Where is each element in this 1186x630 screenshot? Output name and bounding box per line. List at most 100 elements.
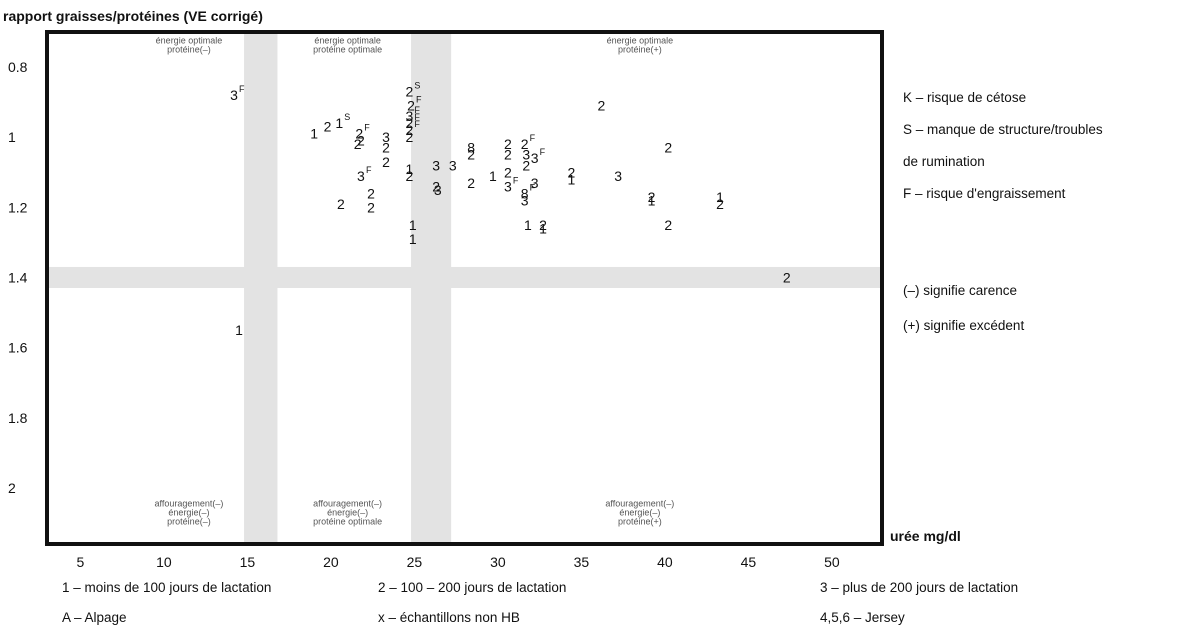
data-point-47: 1 xyxy=(567,171,575,187)
legend-right-carence: (–) signifie carence xyxy=(903,283,1017,298)
data-point-49: 3 xyxy=(614,168,622,184)
data-point-27: 3 xyxy=(449,157,457,173)
data-point-39: 8 xyxy=(521,185,529,201)
data-point-flag-18: F xyxy=(414,119,420,129)
data-point-9: 2 xyxy=(367,185,375,201)
x-tick-label-9: 50 xyxy=(824,554,840,570)
data-point-flag-0: F xyxy=(239,84,245,94)
data-point-29: 2 xyxy=(467,147,475,163)
y-tick-label-5: 1.8 xyxy=(8,410,28,426)
data-point-22: 1 xyxy=(409,217,417,233)
region-label-1-0: énergie optimale xyxy=(314,36,381,46)
region-label-0-0: énergie optimale xyxy=(156,36,223,46)
data-point-50: 2 xyxy=(648,189,656,205)
legend-right-s-cont: de rumination xyxy=(903,154,985,169)
x-tick-label-2: 15 xyxy=(240,554,256,570)
data-point-42: 3 xyxy=(531,175,539,191)
data-point-3: 1 xyxy=(335,115,343,131)
region-label-1-1: protéine optimale xyxy=(313,45,382,55)
data-point-0: 3 xyxy=(230,87,238,103)
region-label-5-0: affouragement(–) xyxy=(605,498,674,508)
data-point-54: 1 xyxy=(716,189,724,205)
data-point-1: 1 xyxy=(310,126,318,142)
legend-right-excedent: (+) signifie excédent xyxy=(903,318,1024,333)
data-point-12: 2 xyxy=(382,140,390,156)
legend-right-k: K – risque de cétose xyxy=(903,90,1026,105)
x-tick-label-6: 35 xyxy=(574,554,590,570)
legend-bottom-alpage: A – Alpage xyxy=(62,610,127,625)
data-point-57: 1 xyxy=(235,322,243,338)
data-point-7: 3 xyxy=(357,168,365,184)
data-point-24: 3 xyxy=(432,157,440,173)
data-point-flag-15: F xyxy=(416,95,422,105)
x-tick-label-7: 40 xyxy=(657,554,673,570)
y-axis-ticks: 0.8 1 1.2 1.4 1.6 1.8 2 xyxy=(8,59,28,496)
data-point-21: 2 xyxy=(405,168,413,184)
legend-bottom-1: 1 – moins de 100 jours de lactation xyxy=(62,580,271,595)
region-label-5-2: protéine(+) xyxy=(618,516,662,526)
y-tick-label-6: 2 xyxy=(8,480,16,496)
x-axis-label: urée mg/dl xyxy=(890,528,961,544)
legend-bottom-non-hb: x – échantillons non HB xyxy=(378,610,520,625)
data-point-55: 2 xyxy=(716,196,724,212)
data-point-51: 1 xyxy=(648,192,656,208)
data-point-26: 3 xyxy=(434,182,442,198)
region-label-4-1: énergie(–) xyxy=(327,507,368,517)
y-axis-label: rapport graisses/protéines (VE corrigé) xyxy=(3,8,263,24)
region-label-4-2: protéine optimale xyxy=(313,516,382,526)
data-point-38: 2 xyxy=(522,157,530,173)
y-tick-label-3: 1.4 xyxy=(8,269,28,285)
data-point-48: 2 xyxy=(598,98,606,114)
x-tick-label-3: 20 xyxy=(323,554,339,570)
data-point-23: 1 xyxy=(409,231,417,247)
data-point-44: 2 xyxy=(539,217,547,233)
y-tick-label-1: 1 xyxy=(8,129,16,145)
legend-bottom-2: 2 – 100 – 200 jours de lactation xyxy=(378,580,566,595)
legend-right-f: F – risque d'engraissement xyxy=(903,186,1066,201)
data-point-41: 3 xyxy=(531,150,539,166)
legend-bottom-jersey: 4,5,6 – Jersey xyxy=(820,610,905,625)
data-point-18: 2 xyxy=(405,122,413,138)
data-point-flag-4: F xyxy=(364,123,370,133)
x-tick-label-0: 5 xyxy=(77,554,85,570)
y-tick-label-0: 0.8 xyxy=(8,59,28,75)
data-point-6: 2 xyxy=(357,133,365,149)
data-point-20: 1 xyxy=(405,161,413,177)
region-label-3-1: énergie(–) xyxy=(168,507,209,517)
data-point-17: 2 xyxy=(405,115,413,131)
region-label-5-1: énergie(–) xyxy=(619,507,660,517)
y-tick-label-4: 1.6 xyxy=(8,340,28,356)
data-point-30: 2 xyxy=(467,175,475,191)
data-point-33: 2 xyxy=(504,147,512,163)
data-point-37: 3 xyxy=(522,147,530,163)
data-point-40: 3 xyxy=(521,192,529,208)
data-point-25: 2 xyxy=(432,178,440,194)
data-point-43: 1 xyxy=(524,217,532,233)
data-point-8: 2 xyxy=(337,196,345,212)
legend-bottom-3: 3 – plus de 200 jours de lactation xyxy=(820,580,1018,595)
legend-right-s: S – manque de structure/troubles xyxy=(903,122,1103,137)
data-point-5: 2 xyxy=(354,136,362,152)
x-tick-label-4: 25 xyxy=(407,554,423,570)
data-point-15: 2 xyxy=(407,98,415,114)
x-axis-ticks: 5 10 15 20 25 30 35 40 45 50 xyxy=(77,554,840,570)
data-point-36: 2 xyxy=(521,136,529,152)
data-point-11: 3 xyxy=(382,129,390,145)
data-point-10: 2 xyxy=(367,199,375,215)
region-label-2-1: protéine(+) xyxy=(618,45,662,55)
region-label-0-1: protéine(–) xyxy=(167,45,211,55)
data-point-34: 2 xyxy=(504,164,512,180)
data-point-45: 1 xyxy=(539,220,547,236)
shaded-bands xyxy=(47,32,882,544)
x-tick-label-5: 30 xyxy=(490,554,506,570)
data-point-flag-36: F xyxy=(530,133,536,143)
region-label-4-0: affouragement(–) xyxy=(313,498,382,508)
data-point-flag-17: F xyxy=(414,112,420,122)
data-point-53: 2 xyxy=(664,217,672,233)
data-point-flag-39: F xyxy=(530,182,536,192)
data-point-14: 2 xyxy=(405,84,413,100)
data-point-32: 2 xyxy=(504,136,512,152)
data-point-52: 2 xyxy=(664,140,672,156)
